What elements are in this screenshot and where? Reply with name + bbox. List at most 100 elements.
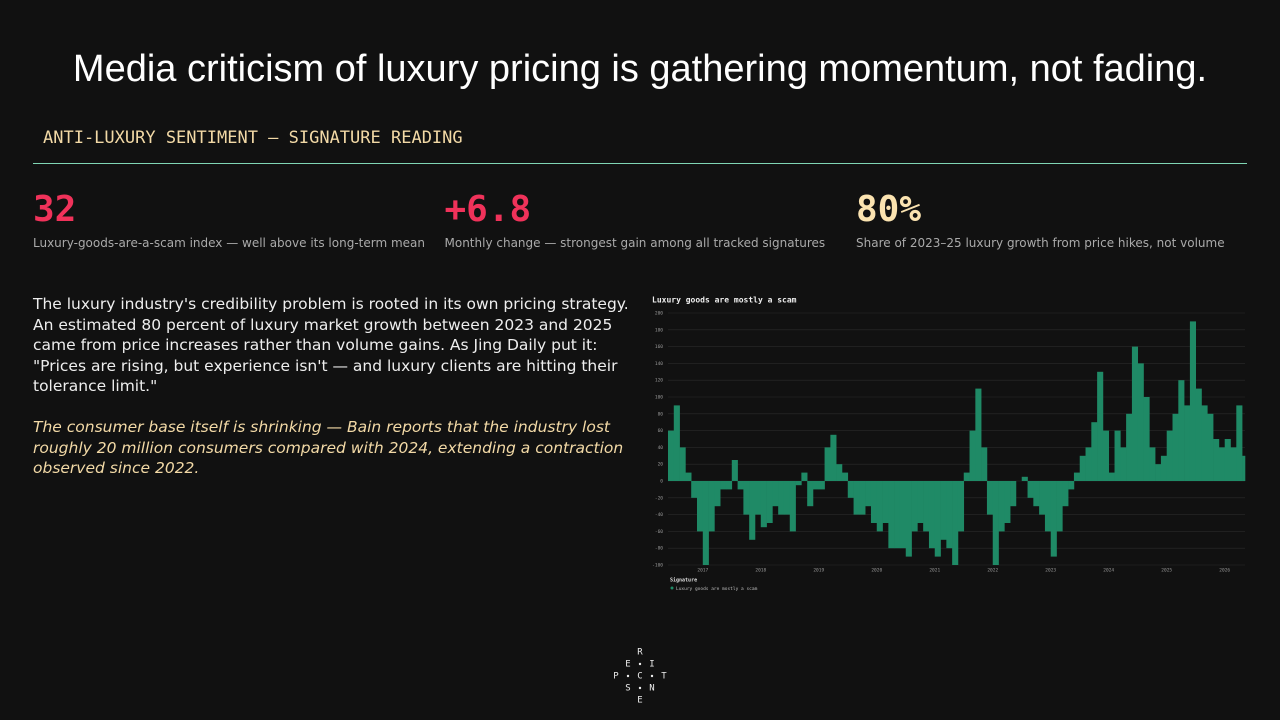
logo-letter: E [637,696,642,706]
area-segment [1010,481,1017,507]
area-segment [1195,388,1202,481]
area-segment [1056,481,1063,532]
stat-value: 80% [856,189,922,230]
y-tick-label: 100 [655,395,663,401]
area-segment [859,481,866,515]
area-segment [1155,464,1162,481]
logo-letter: T [661,672,667,682]
divider [33,163,1247,164]
area-segment [911,481,918,532]
area-segment [882,481,889,523]
area-segment [783,481,791,515]
area-segment [754,481,762,515]
area-segment [876,481,883,532]
y-tick-label: -60 [655,529,663,535]
area-segment [1091,422,1098,481]
area-segment [1178,380,1185,481]
area-segment [1160,455,1168,481]
area-segment [1108,472,1115,481]
y-tick-label: -40 [655,512,663,518]
chart-title: Luxury goods are mostly a scam [652,296,797,305]
logo-letter: S [625,684,630,694]
area-segment [801,472,808,481]
area-segment [952,481,959,565]
area-segment [836,464,843,481]
stat: 80% Share of 2023–25 luxury growth from p… [856,189,1256,251]
area-segment [1102,430,1110,481]
kicker: ANTI-LUXURY SENTIMENT — SIGNATURE READIN… [43,128,463,148]
logo-dot [650,674,654,678]
area-segment [928,481,936,549]
area-segment [760,481,767,528]
area-segment [673,405,680,481]
area-segment [975,388,982,481]
stat: 32 Luxury-goods-are-a-scam index — well a… [33,190,433,251]
x-tick-label: 2019 [813,568,824,574]
logo-dot [626,674,630,678]
area-segment [1085,447,1092,481]
area-segment [691,481,698,498]
area-segment [795,481,802,486]
area-segment [917,481,924,523]
area-segment [1062,481,1069,507]
y-tick-label: -100 [652,563,663,569]
area-segment [685,472,692,481]
area-segment [899,481,907,549]
x-tick-label: 2017 [697,568,708,574]
area-segment [1143,397,1150,481]
y-tick-label: 160 [655,344,663,350]
logo-letter: C [637,672,642,682]
y-tick-label: 200 [655,311,663,317]
area-segment [998,481,1005,532]
area-segment [865,481,872,507]
area-segment [847,481,854,498]
area-segment [1224,439,1231,481]
area-segment [1126,413,1133,481]
logo-dot [638,662,642,666]
area-segment [841,472,849,481]
area-segment [1137,363,1144,481]
area-segment [1033,481,1040,507]
area-segment [1050,481,1057,557]
area-segment [772,481,779,507]
area-segment [981,447,988,481]
quote: The consumer base itself is shrinking — … [33,418,624,477]
area-segment [830,434,837,481]
area-segment [714,481,721,507]
area-segment [1039,481,1046,515]
stat: +6.8 Monthly change — strongest gain amon… [445,190,845,251]
area-segment [1120,447,1127,481]
area-segment [743,481,750,515]
title: Media criticism of luxury pricing is gat… [72,48,1208,90]
logo-letter: E [625,660,630,670]
area-segment [731,460,738,481]
area-segment [824,447,831,481]
area-segment [957,481,965,532]
y-tick-label: -20 [655,495,663,501]
area-segment [986,481,994,515]
area-segment [888,481,895,549]
x-tick-label: 2024 [1103,568,1114,574]
legend-label: Luxury goods are mostly a scam [676,586,758,592]
legend-title: Signature [670,578,697,584]
area-segment [807,481,814,507]
area-segment [1027,481,1034,498]
area-segment [1166,430,1173,481]
area-segment [905,481,912,557]
y-tick-label: 20 [658,462,664,468]
area-segment [946,481,953,549]
area-segment [1149,447,1156,481]
y-tick-label: 80 [658,411,664,417]
area-segment [818,481,825,490]
area-segment [1230,447,1237,481]
area-segment [696,481,704,532]
y-tick-label: 140 [655,361,663,367]
area-segment [720,481,727,490]
area-segment [702,481,709,565]
area-segment [934,481,941,557]
area-segment [923,481,930,532]
area-segment [766,481,773,523]
area-segment [870,481,878,523]
logo-letter: R [637,648,643,658]
